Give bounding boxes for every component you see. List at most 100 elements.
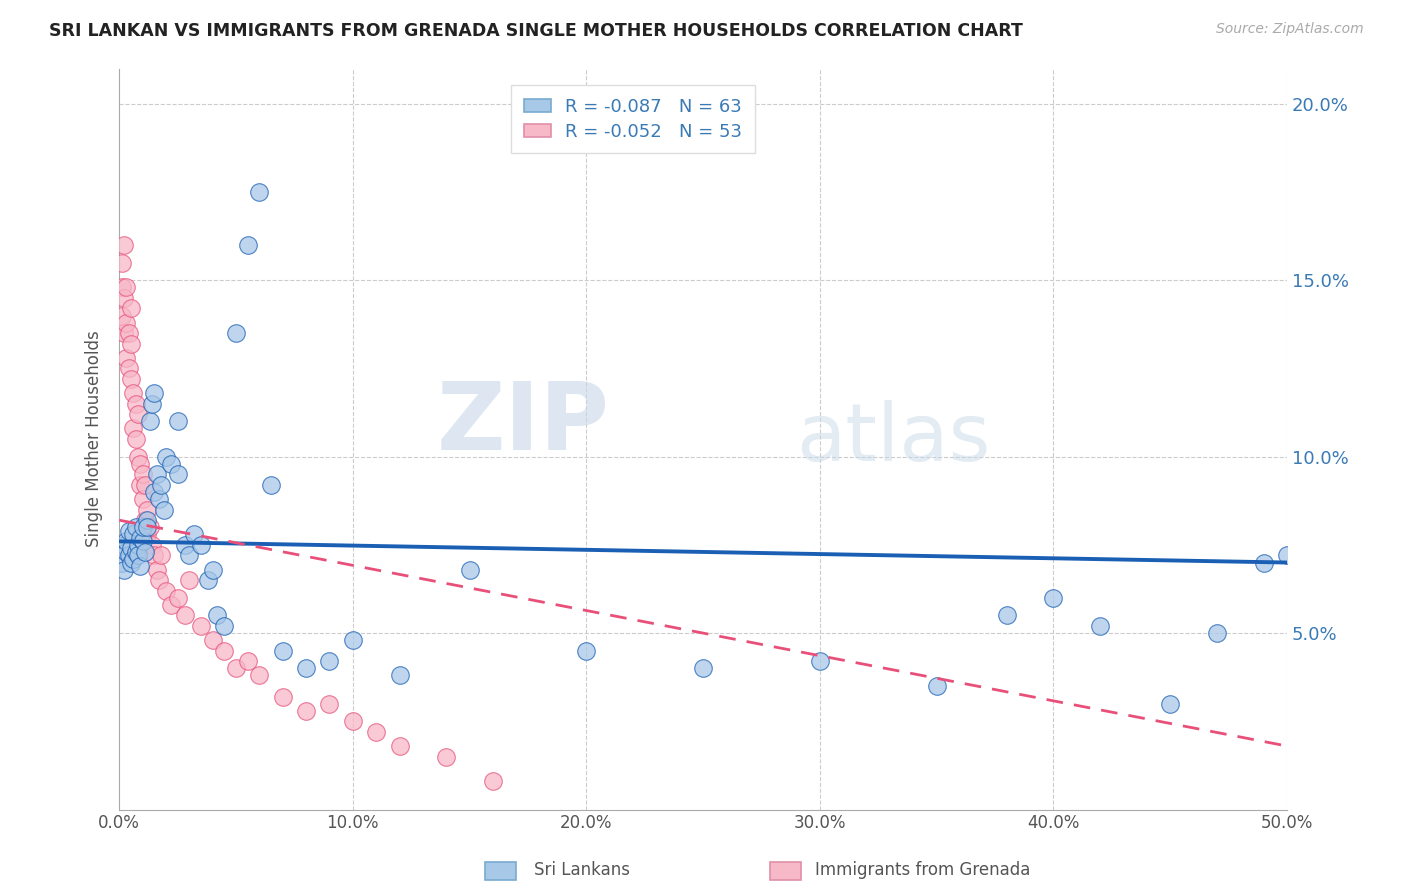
Point (155, 583, 177, 598)
Point (115, 534, 138, 549)
Point (120, 556, 142, 570)
Point (1088, 619, 1111, 633)
Point (110, 309, 132, 323)
Point (434, 749, 457, 764)
Point (117, 524, 139, 538)
Point (129, 559, 152, 574)
Point (127, 538, 149, 552)
Point (575, 644, 598, 658)
Point (141, 397, 163, 411)
Point (150, 478, 173, 492)
Text: Immigrants from Grenada: Immigrants from Grenada (815, 861, 1031, 879)
Point (143, 386, 166, 401)
Point (342, 714, 364, 729)
Point (271, 690, 294, 704)
Point (225, 326, 247, 341)
Point (166, 591, 188, 605)
Point (247, 185, 270, 199)
Point (236, 238, 259, 252)
Point (115, 545, 138, 559)
Point (134, 545, 156, 559)
Point (295, 704, 318, 718)
Point (166, 414, 188, 428)
Point (318, 654, 340, 668)
Point (124, 397, 146, 411)
Point (138, 414, 160, 428)
Point (143, 549, 166, 563)
Point (179, 549, 201, 563)
Point (117, 549, 139, 563)
Point (247, 668, 270, 682)
Point (110, 255, 132, 269)
Point (131, 520, 153, 534)
Point (201, 633, 224, 648)
Point (458, 563, 481, 577)
Point (808, 654, 831, 668)
Point (129, 457, 152, 471)
Point (1159, 697, 1181, 711)
Point (136, 527, 159, 541)
Point (112, 563, 135, 577)
Point (134, 478, 156, 492)
Text: Sri Lankans: Sri Lankans (534, 861, 630, 879)
Point (236, 654, 259, 668)
Point (112, 238, 135, 252)
Point (112, 291, 135, 305)
Point (143, 485, 166, 500)
Point (117, 326, 139, 341)
Point (260, 478, 283, 492)
Point (190, 538, 212, 552)
Point (110, 556, 132, 570)
Text: ZIP: ZIP (437, 378, 610, 470)
Point (124, 545, 146, 559)
Point (122, 527, 145, 541)
Point (124, 432, 146, 446)
Text: atlas: atlas (797, 400, 991, 478)
Point (159, 598, 181, 612)
Point (136, 502, 159, 516)
Point (138, 520, 160, 534)
Point (166, 467, 188, 482)
Point (110, 280, 132, 294)
Point (366, 725, 388, 739)
Point (127, 549, 149, 563)
Point (129, 531, 152, 545)
Point (112, 326, 135, 341)
Point (159, 457, 181, 471)
Point (145, 563, 167, 577)
Point (150, 549, 173, 563)
Point (122, 552, 145, 566)
Point (179, 573, 201, 587)
Point (152, 502, 174, 516)
Point (1206, 626, 1229, 640)
Point (124, 520, 146, 534)
Point (120, 301, 142, 316)
Point (117, 361, 139, 376)
Point (131, 467, 153, 482)
Point (388, 739, 411, 753)
Point (122, 386, 145, 401)
Point (127, 450, 149, 464)
Point (214, 644, 236, 658)
Point (295, 661, 318, 675)
Point (925, 679, 948, 693)
Point (388, 668, 411, 682)
Point (115, 280, 138, 294)
Text: SRI LANKAN VS IMMIGRANTS FROM GRENADA SINGLE MOTHER HOUSEHOLDS CORRELATION CHART: SRI LANKAN VS IMMIGRANTS FROM GRENADA SI… (49, 22, 1024, 40)
Point (115, 316, 138, 330)
Point (122, 421, 145, 435)
Point (183, 527, 205, 541)
Point (318, 697, 340, 711)
Point (136, 513, 159, 527)
Point (115, 351, 138, 365)
Point (145, 467, 167, 482)
Y-axis label: Single Mother Households: Single Mother Households (86, 331, 103, 548)
Point (225, 661, 247, 675)
Point (127, 407, 149, 421)
Point (1275, 549, 1298, 563)
Point (129, 478, 152, 492)
Point (271, 644, 294, 658)
Point (173, 538, 195, 552)
Point (692, 661, 714, 675)
Point (173, 608, 195, 623)
